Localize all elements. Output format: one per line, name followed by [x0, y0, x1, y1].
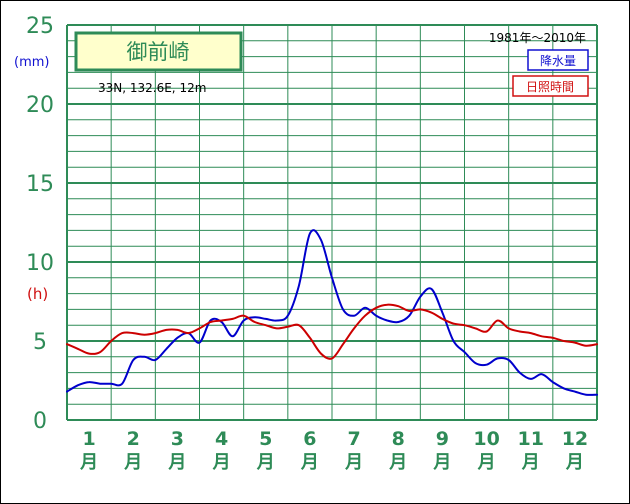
grid	[66, 24, 598, 421]
x-tick-month-suffix: 月	[432, 452, 451, 473]
legend-label-sun: 日照時間	[526, 80, 574, 94]
x-tick-month-number: 11	[518, 428, 544, 450]
x-tick-month-suffix: 月	[167, 452, 186, 473]
y-axis-ticks: 0 5 10 15 20 25	[26, 14, 54, 434]
x-tick-month-number: 10	[473, 428, 499, 450]
station-box	[74, 31, 243, 72]
station-name: 御前崎	[127, 40, 190, 64]
x-tick-month-number: 12	[562, 428, 588, 450]
x-tick-month-suffix: 月	[344, 452, 363, 473]
x-tick-month-number: 6	[303, 428, 316, 450]
legend-box-sun	[512, 75, 589, 97]
x-tick-month-suffix: 月	[256, 452, 275, 473]
x-tick-month-suffix: 月	[79, 452, 98, 473]
x-tick-month-number: 5	[259, 428, 272, 450]
x-tick-month-number: 2	[127, 428, 140, 450]
x-tick-month-number: 7	[347, 428, 360, 450]
legend-label-rain: 降水量	[540, 54, 576, 68]
x-tick-month-number: 4	[215, 428, 228, 450]
y-tick-label: 5	[33, 330, 47, 355]
y-tick-label: 25	[26, 14, 54, 39]
legend-box-rain	[527, 49, 589, 71]
x-tick-month-suffix: 月	[300, 452, 319, 473]
x-tick-month-number: 3	[171, 428, 184, 450]
x-tick-month-suffix: 月	[477, 452, 496, 473]
series-line-sun	[66, 303, 598, 360]
period-label: 1981年〜2010年	[489, 31, 586, 45]
x-tick-month-suffix: 月	[212, 452, 231, 473]
x-tick-month-suffix: 月	[565, 452, 584, 473]
y-unit-sun: (h)	[27, 285, 48, 303]
station-location: 33N, 132.6E, 12m	[98, 81, 206, 95]
x-tick-month-number: 9	[436, 428, 449, 450]
y-tick-label: 0	[33, 409, 47, 434]
series-layer	[66, 229, 598, 396]
y-tick-label: 15	[26, 172, 54, 197]
x-tick-month-suffix: 月	[521, 452, 540, 473]
y-tick-label: 20	[26, 93, 54, 118]
x-tick-month-number: 8	[392, 428, 405, 450]
x-tick-month-suffix: 月	[388, 452, 407, 473]
series-line-rain	[66, 229, 598, 396]
x-tick-month-number: 1	[82, 428, 95, 450]
x-tick-month-suffix: 月	[123, 452, 142, 473]
y-unit-rain: (mm)	[14, 55, 49, 70]
y-tick-label: 10	[26, 251, 54, 276]
